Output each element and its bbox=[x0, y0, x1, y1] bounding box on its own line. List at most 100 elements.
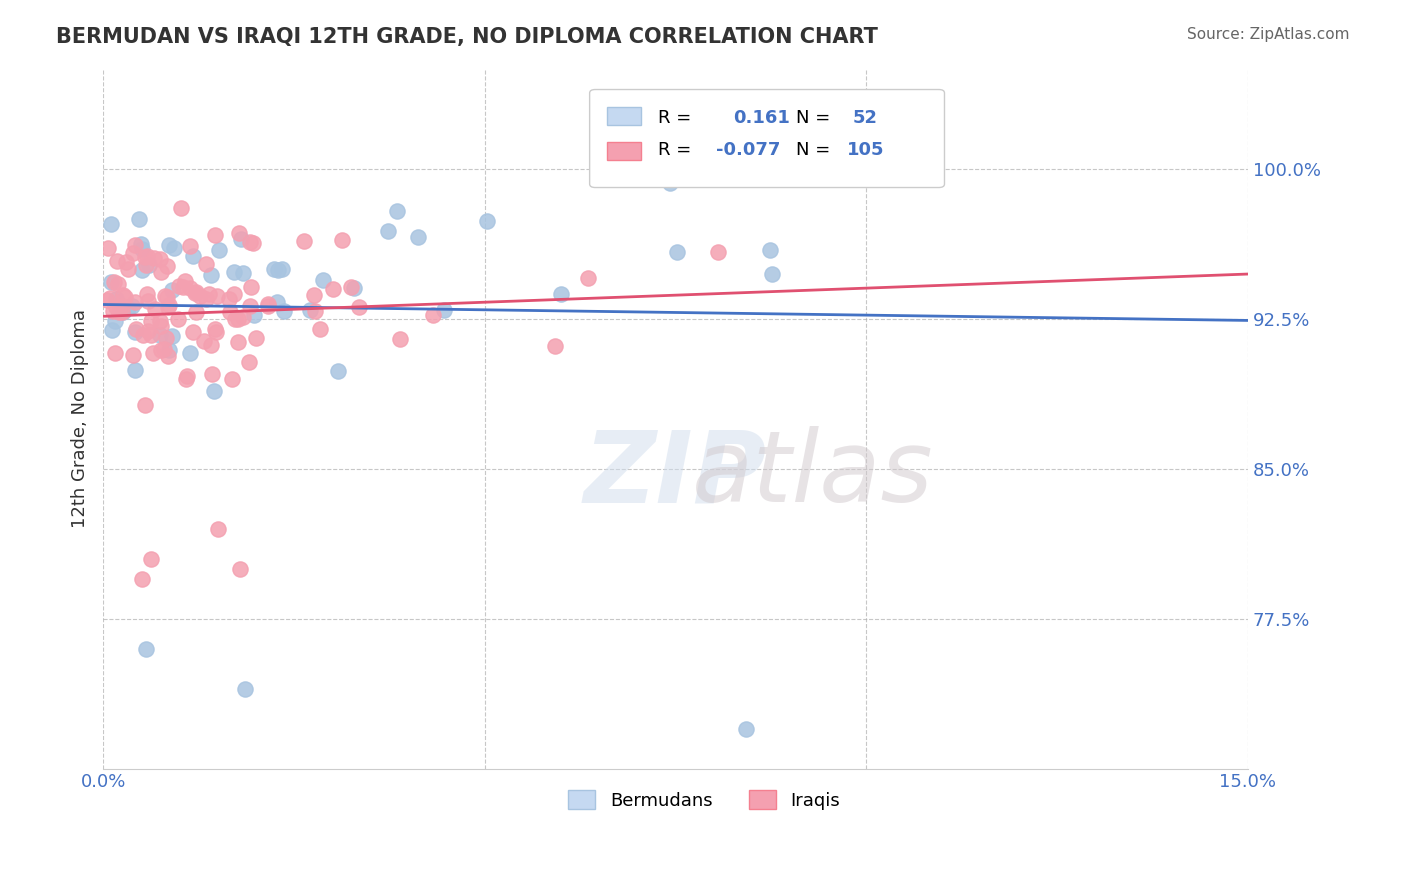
Point bbox=[121, 348, 143, 362]
Point bbox=[103, 314, 125, 328]
Point bbox=[101, 303, 124, 318]
Point bbox=[155, 331, 177, 345]
Point bbox=[104, 346, 127, 360]
Point bbox=[239, 299, 262, 313]
Point bbox=[104, 300, 127, 314]
Point bbox=[181, 249, 204, 263]
Text: 0.161: 0.161 bbox=[733, 109, 790, 127]
Point bbox=[157, 238, 180, 252]
Point bbox=[167, 312, 190, 326]
Point bbox=[239, 235, 262, 249]
Text: 105: 105 bbox=[848, 142, 884, 160]
Point bbox=[292, 234, 315, 248]
Point bbox=[232, 310, 254, 324]
Point bbox=[195, 293, 218, 307]
Point bbox=[408, 229, 430, 244]
Point bbox=[153, 343, 176, 357]
Point bbox=[136, 294, 159, 309]
Point bbox=[157, 301, 180, 315]
Point bbox=[659, 176, 682, 190]
Point bbox=[150, 343, 173, 358]
Point bbox=[302, 287, 325, 301]
Point bbox=[433, 303, 456, 318]
Point bbox=[195, 257, 218, 271]
Point bbox=[153, 288, 176, 302]
Point bbox=[207, 289, 229, 303]
Point bbox=[124, 237, 146, 252]
Point bbox=[131, 263, 153, 277]
Text: ZIP: ZIP bbox=[583, 426, 768, 523]
Point bbox=[221, 372, 243, 386]
Point bbox=[176, 369, 198, 384]
Point bbox=[124, 363, 146, 377]
Point bbox=[142, 251, 165, 265]
Text: -0.077: -0.077 bbox=[716, 142, 780, 160]
Point bbox=[157, 343, 180, 357]
Point bbox=[100, 275, 122, 289]
Point bbox=[229, 232, 252, 246]
Point bbox=[156, 260, 179, 274]
Text: Source: ZipAtlas.com: Source: ZipAtlas.com bbox=[1187, 27, 1350, 42]
Point bbox=[134, 251, 156, 265]
Text: N =: N = bbox=[796, 142, 830, 160]
Point bbox=[245, 331, 267, 345]
Text: R =: R = bbox=[658, 142, 692, 160]
Point bbox=[149, 252, 172, 267]
Point bbox=[388, 332, 411, 346]
Point bbox=[134, 398, 156, 412]
Point bbox=[138, 258, 160, 272]
Point bbox=[299, 303, 322, 318]
Point bbox=[162, 283, 184, 297]
Point bbox=[121, 246, 143, 260]
Point bbox=[111, 305, 134, 319]
Point bbox=[184, 285, 207, 299]
Point bbox=[208, 244, 231, 258]
Point bbox=[233, 681, 256, 696]
Point bbox=[224, 311, 246, 326]
Point bbox=[201, 367, 224, 381]
Point bbox=[117, 301, 139, 315]
Point bbox=[156, 290, 179, 304]
Point bbox=[142, 345, 165, 359]
Point bbox=[174, 372, 197, 386]
Point bbox=[242, 236, 264, 251]
Point bbox=[96, 293, 118, 307]
Point bbox=[312, 272, 335, 286]
Point bbox=[200, 268, 222, 282]
Point bbox=[114, 290, 136, 304]
Point bbox=[179, 239, 201, 253]
Text: R =: R = bbox=[658, 109, 692, 127]
Point bbox=[141, 314, 163, 328]
Point bbox=[111, 288, 134, 302]
Point bbox=[218, 292, 240, 306]
Point bbox=[304, 304, 326, 318]
Point bbox=[149, 328, 172, 343]
Point bbox=[179, 345, 201, 359]
Point bbox=[103, 275, 125, 289]
Point bbox=[266, 295, 288, 310]
Point bbox=[226, 311, 249, 326]
Point bbox=[97, 241, 120, 255]
Point bbox=[162, 329, 184, 343]
Point bbox=[193, 334, 215, 348]
Point bbox=[141, 551, 163, 566]
Point bbox=[108, 304, 131, 318]
Point bbox=[666, 245, 689, 260]
Point bbox=[204, 228, 226, 243]
Point bbox=[475, 213, 498, 227]
Point bbox=[385, 204, 408, 219]
Point bbox=[186, 305, 208, 319]
Point bbox=[111, 299, 134, 313]
Point bbox=[758, 243, 780, 257]
Point bbox=[308, 322, 330, 336]
Point bbox=[238, 355, 260, 369]
Point bbox=[150, 265, 173, 279]
Point bbox=[198, 286, 221, 301]
Point bbox=[115, 254, 138, 268]
Point bbox=[544, 339, 567, 353]
Point bbox=[136, 324, 159, 338]
Point bbox=[218, 304, 240, 318]
Text: N =: N = bbox=[796, 109, 830, 127]
Point bbox=[172, 280, 194, 294]
Point bbox=[156, 349, 179, 363]
